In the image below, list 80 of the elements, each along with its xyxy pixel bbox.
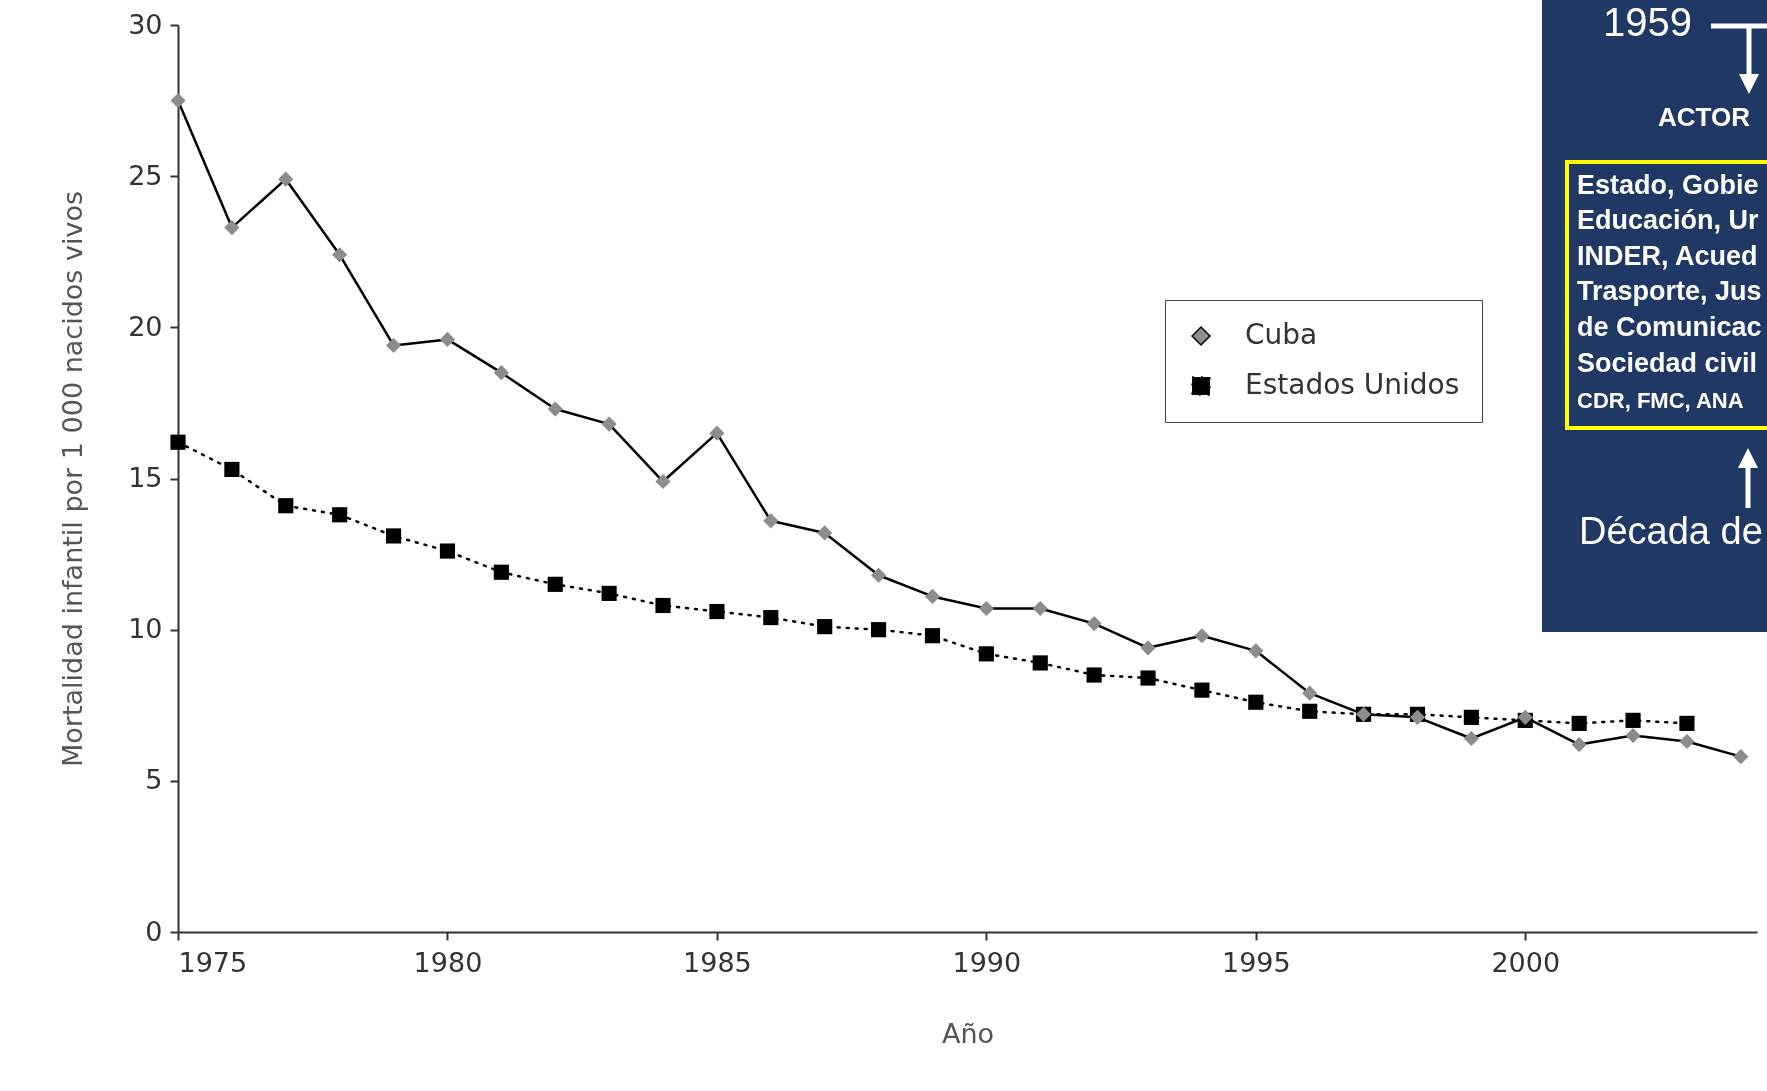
point xyxy=(332,507,348,523)
x-tick-label: 1990 xyxy=(952,946,1022,978)
point xyxy=(1086,667,1102,683)
point xyxy=(278,498,294,514)
point xyxy=(1679,715,1695,731)
annotation: ACTOR xyxy=(1658,102,1750,133)
point xyxy=(547,576,563,592)
annotation: CDR, FMC, ANA xyxy=(1577,388,1744,414)
annotation: INDER, Acued xyxy=(1577,241,1758,272)
point xyxy=(170,434,186,450)
x-axis-title: Año xyxy=(941,1017,995,1049)
point xyxy=(1032,655,1048,671)
point xyxy=(1194,682,1210,698)
point xyxy=(385,528,402,544)
point xyxy=(547,401,563,417)
point xyxy=(978,600,994,617)
point xyxy=(1463,709,1479,725)
point xyxy=(1248,694,1264,710)
point xyxy=(924,628,941,644)
point xyxy=(1302,703,1318,719)
annotation: Educación, Ur xyxy=(1577,205,1759,236)
point xyxy=(170,93,186,109)
point xyxy=(1140,670,1156,686)
point xyxy=(224,461,240,478)
annotation: Sociedad civil xyxy=(1577,348,1758,379)
point xyxy=(871,622,887,638)
point xyxy=(1463,730,1479,747)
point xyxy=(1625,727,1641,744)
point xyxy=(978,646,994,662)
point xyxy=(1571,715,1587,731)
point xyxy=(278,171,294,187)
point xyxy=(332,247,348,263)
point xyxy=(1733,749,1749,765)
y-axis-title: Mortalidad infantil por 1 000 nacidos vivos xyxy=(57,191,89,767)
x-tick-label: 1995 xyxy=(1221,946,1291,978)
point xyxy=(493,564,509,580)
point xyxy=(439,543,456,559)
point xyxy=(817,619,833,635)
x-tick-label: 1985 xyxy=(683,946,752,978)
point xyxy=(924,588,941,604)
point xyxy=(817,525,833,541)
point xyxy=(601,585,617,601)
legend-label: Cuba xyxy=(1245,318,1318,351)
point xyxy=(763,513,779,529)
y-tick-label: 0 xyxy=(145,915,163,947)
x-tick-label: 2000 xyxy=(1491,946,1561,978)
y-tick-label: 30 xyxy=(128,8,163,40)
point xyxy=(1679,733,1695,750)
point xyxy=(709,425,725,441)
point xyxy=(601,416,617,432)
point xyxy=(385,337,402,354)
point xyxy=(1194,628,1210,644)
point xyxy=(1571,736,1587,753)
point xyxy=(1032,600,1048,617)
point xyxy=(224,219,240,236)
y-tick-label: 15 xyxy=(128,462,163,493)
point xyxy=(439,331,456,348)
annotation: de Comunicac xyxy=(1577,312,1762,343)
point xyxy=(709,603,725,620)
annotation: Década de xyxy=(1579,510,1763,553)
point xyxy=(655,597,671,614)
point xyxy=(1086,616,1102,632)
point xyxy=(763,609,779,626)
legend-label: Estados Unidos xyxy=(1245,368,1460,401)
y-tick-label: 5 xyxy=(145,764,163,796)
x-tick-label: 1975 xyxy=(178,946,248,978)
point xyxy=(1140,640,1156,656)
annotation: 1959 xyxy=(1603,0,1692,45)
point xyxy=(493,365,509,381)
point xyxy=(1625,712,1641,728)
y-tick-label: 20 xyxy=(128,310,163,342)
point xyxy=(655,473,671,490)
point xyxy=(1302,685,1318,701)
annotation: Trasporte, Jus xyxy=(1577,276,1762,307)
point xyxy=(1248,643,1264,659)
annotation: Estado, Gobie xyxy=(1577,170,1759,201)
point xyxy=(871,567,887,583)
x-tick-label: 1980 xyxy=(413,946,483,978)
y-tick-label: 25 xyxy=(128,159,163,191)
y-tick-label: 10 xyxy=(128,613,163,645)
